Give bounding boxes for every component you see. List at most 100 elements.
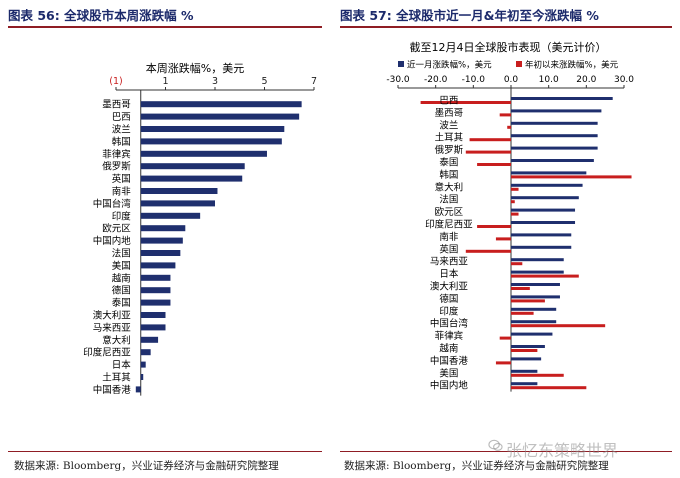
category-label: 韩国	[439, 169, 458, 181]
bar-澳大利亚	[140, 312, 166, 318]
category-label: 中国台湾	[93, 198, 132, 210]
chart-title: 本周涨跌幅%，美元	[146, 61, 244, 75]
bar-俄罗斯	[140, 163, 245, 170]
bar-ytd-日本	[511, 274, 579, 278]
bar-马来西亚	[140, 324, 166, 331]
bar-month-韩国	[511, 171, 587, 175]
category-label: 德国	[439, 293, 458, 305]
category-label: 印度尼西亚	[83, 347, 131, 359]
bar-month-土耳其	[511, 134, 598, 138]
category-label: 土耳其	[435, 132, 464, 144]
bar-month-印度	[511, 307, 557, 311]
chart-title: 截至12月4日全球股市表现（美元计价）	[410, 40, 607, 54]
x-tick-label: -10.0	[462, 75, 486, 85]
bar-英国	[140, 175, 243, 182]
category-label: 中国内地	[93, 235, 132, 247]
bar-month-日本	[511, 270, 564, 274]
bar-month-菲律宾	[511, 332, 553, 336]
legend-label-ytd: 年初以来涨跌幅%，美元	[525, 60, 619, 71]
x-tick-label: 7	[311, 76, 317, 87]
category-label: 泰国	[112, 297, 131, 309]
bar-印度尼西亚	[140, 349, 151, 356]
category-label: 巴西	[439, 96, 458, 107]
bar-意大利	[140, 336, 159, 343]
x-tick-label: -20.0	[424, 75, 448, 85]
bar-month-印度尼西亚	[511, 221, 576, 224]
category-label: 英国	[439, 243, 458, 255]
bar-南非	[140, 188, 218, 194]
bar-ytd-墨西哥	[499, 113, 511, 117]
x-tick-label: (1)	[109, 76, 122, 87]
category-label: 欧元区	[102, 223, 131, 235]
right-chart: 截至12月4日全球股市表现（美元计价） 近一月涨跌幅%，美元 年初以来涨跌幅%，美元…	[386, 40, 634, 392]
bar-ytd-英国	[465, 249, 511, 253]
bar-month-法国	[511, 196, 579, 200]
bar-日本	[140, 361, 146, 368]
category-label: 中国台湾	[430, 318, 469, 330]
category-label: 意大利	[102, 334, 131, 346]
bar-ytd-美国	[511, 373, 564, 377]
x-tick-label: 10.0	[539, 75, 559, 85]
bar-month-墨西哥	[511, 109, 602, 113]
x-tick-label: -30.0	[386, 75, 410, 85]
bar-ytd-菲律宾	[499, 336, 511, 340]
category-label: 法国	[439, 194, 458, 206]
watermark-text: 张忆东策略世界	[506, 441, 619, 460]
x-tick-label: 1	[162, 76, 168, 87]
bar-month-德国	[511, 295, 560, 299]
category-label: 中国香港	[93, 384, 132, 396]
bar-ytd-中国香港	[495, 361, 511, 365]
bar-ytd-印度尼西亚	[477, 225, 511, 228]
bar-美国	[140, 262, 176, 269]
left-bottom-rule	[8, 451, 322, 452]
bar-month-澳大利亚	[511, 283, 560, 286]
category-label: 泰国	[439, 157, 458, 169]
bar-ytd-俄罗斯	[465, 150, 511, 154]
bar-印度	[140, 212, 201, 219]
category-label: 德国	[112, 285, 131, 297]
category-label: 波兰	[439, 119, 458, 131]
bar-ytd-巴西	[420, 101, 511, 104]
bar-ytd-意大利	[511, 187, 519, 191]
bar-month-中国香港	[511, 357, 542, 361]
left-figure-title: 图表 56: 全球股市本周涨跌幅 %	[8, 8, 194, 23]
bar-month-越南	[511, 345, 545, 348]
category-label: 意大利	[435, 181, 464, 193]
wechat-logo-icon	[488, 439, 503, 451]
category-label: 越南	[112, 272, 131, 284]
bar-德国	[140, 287, 171, 294]
category-label: 日本	[112, 359, 132, 371]
bar-ytd-中国台湾	[511, 324, 606, 328]
bar-month-中国台湾	[511, 320, 557, 324]
category-label: 俄罗斯	[435, 144, 464, 156]
bar-ytd-德国	[511, 299, 545, 303]
category-label: 印度	[112, 210, 132, 222]
right-figure-title: 图表 57: 全球股市近一月&年初至今涨跌幅 %	[340, 8, 599, 23]
left-chart: 本周涨跌幅%，美元 (1) 1 3 5 7 墨西哥巴西波兰韩国菲律宾俄罗斯英国南非中国台湾印…	[83, 61, 317, 396]
category-label: 南非	[112, 186, 132, 198]
bar-巴西	[140, 113, 300, 120]
category-label: 马来西亚	[93, 323, 132, 334]
bar-ytd-欧元区	[511, 212, 519, 216]
category-label: 巴西	[112, 112, 131, 123]
x-tick-label: 5	[261, 76, 267, 87]
category-label: 墨西哥	[435, 108, 464, 119]
category-label: 澳大利亚	[93, 310, 132, 322]
category-label: 南非	[439, 231, 459, 243]
bar-month-俄罗斯	[511, 146, 598, 150]
bar-month-欧元区	[511, 208, 576, 212]
category-label: 印度	[439, 305, 459, 317]
left-source-note: 数据来源: Bloomberg，兴业证券经济与金融研究院整理	[14, 460, 279, 472]
bar-泰国	[140, 299, 171, 306]
category-label: 菲律宾	[102, 148, 131, 160]
category-label: 美国	[439, 367, 458, 379]
bar-ytd-印度	[511, 311, 534, 315]
bar-ytd-越南	[511, 349, 538, 352]
category-label: 土耳其	[102, 372, 131, 384]
bar-中国台湾	[140, 200, 215, 207]
bar-欧元区	[140, 225, 186, 232]
legend-swatch-ytd	[516, 61, 522, 67]
category-label: 菲律宾	[435, 330, 464, 342]
bar-ytd-马来西亚	[511, 262, 523, 266]
bar-ytd-韩国	[511, 175, 632, 179]
